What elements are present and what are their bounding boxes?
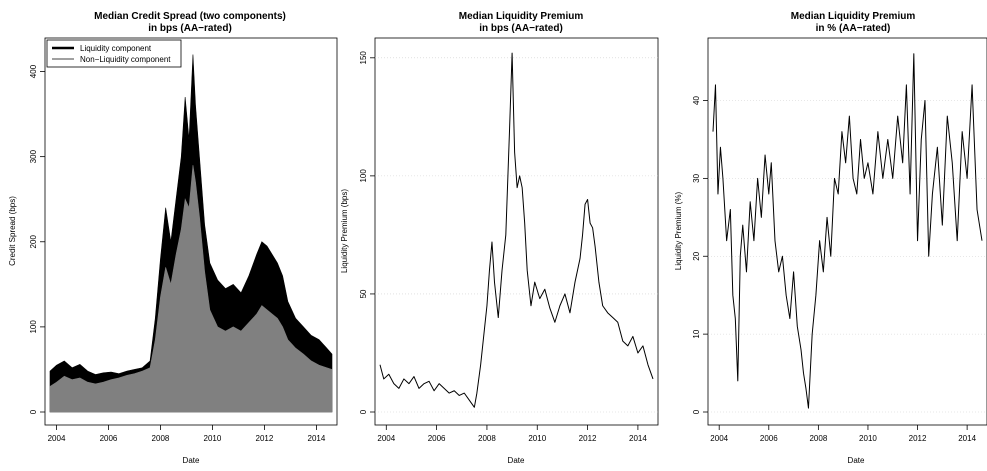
y-tick-label: 0 <box>692 409 701 414</box>
chart-3-x-label: Date <box>848 456 865 465</box>
x-tick-label: 2014 <box>958 434 976 443</box>
panel-credit-spread: Median Credit Spread (two components) in… <box>8 11 338 465</box>
area-non-liquidity-component <box>49 165 333 413</box>
chart-3-grid <box>708 100 987 413</box>
chart-2-y-axis: 0 50 100 150 <box>359 51 375 414</box>
series-line <box>379 52 654 408</box>
chart-2-lines <box>379 52 654 408</box>
x-tick-label: 2014 <box>308 434 326 443</box>
chart-3-y-axis: 0 10 20 30 40 <box>692 96 708 414</box>
y-tick-label: 100 <box>359 169 368 183</box>
y-tick-label: 0 <box>29 409 38 414</box>
x-tick-label: 2004 <box>48 434 66 443</box>
panel-liquidity-premium-bps: Median Liquidity Premium in bps (AA−rate… <box>340 11 659 465</box>
y-tick-label: 150 <box>359 51 368 65</box>
x-tick-label: 2010 <box>859 434 877 443</box>
chart-3-y-label: Liquidity Premium (%) <box>674 192 683 271</box>
y-tick-label: 40 <box>692 96 701 105</box>
x-tick-label: 2012 <box>256 434 274 443</box>
chart-1-y-label: Credit Spread (bps) <box>8 196 17 266</box>
x-tick-label: 2010 <box>204 434 222 443</box>
chart-2-title: Median Liquidity Premium <box>459 11 584 22</box>
chart-2-grid <box>375 57 658 413</box>
chart-1-areas <box>49 54 333 413</box>
y-tick-label: 50 <box>359 289 368 298</box>
x-tick-label: 2004 <box>377 434 395 443</box>
x-tick-label: 2012 <box>909 434 927 443</box>
chart-2-plot-frame <box>374 37 659 426</box>
x-tick-label: 2006 <box>100 434 118 443</box>
legend-label-non-liquidity: Non−Liquidity component <box>80 55 171 64</box>
x-tick-label: 2008 <box>478 434 496 443</box>
y-tick-label: 200 <box>29 235 38 249</box>
x-tick-label: 2012 <box>579 434 597 443</box>
y-tick-label: 10 <box>692 329 701 338</box>
x-tick-label: 2008 <box>809 434 827 443</box>
legend-box <box>46 39 182 68</box>
x-tick-label: 2004 <box>710 434 728 443</box>
chart-1-x-label: Date <box>183 456 200 465</box>
legend-label-liquidity: Liquidity component <box>80 44 152 53</box>
x-tick-label: 2014 <box>629 434 647 443</box>
y-tick-label: 300 <box>29 149 38 163</box>
y-tick-label: 0 <box>359 409 368 414</box>
chart-2-subtitle: in bps (AA−rated) <box>479 23 563 34</box>
x-tick-label: 2006 <box>760 434 778 443</box>
chart-1-y-axis: 0 100 200 300 400 <box>29 64 45 414</box>
panel-liquidity-premium-pct: Median Liquidity Premium in % (AA−rated)… <box>674 11 987 465</box>
chart-3-plot-frame <box>707 37 987 426</box>
chart-1-title: Median Credit Spread (two components) <box>94 11 286 22</box>
chart-3-title: Median Liquidity Premium <box>791 11 916 22</box>
x-tick-label: 2010 <box>528 434 546 443</box>
chart-1-subtitle: in bps (AA−rated) <box>148 23 232 34</box>
y-tick-label: 20 <box>692 251 701 260</box>
chart-3-subtitle: in % (AA−rated) <box>816 23 891 34</box>
chart-2-y-label: Liquidity Premium (bps) <box>340 189 349 273</box>
chart-2-x-label: Date <box>508 456 525 465</box>
x-tick-label: 2006 <box>428 434 446 443</box>
chart-3-x-axis: 2004 2006 2008 2010 2012 2014 <box>710 425 977 443</box>
y-tick-label: 100 <box>29 320 38 334</box>
y-tick-label: 400 <box>29 64 38 78</box>
series-line <box>712 53 983 409</box>
x-tick-label: 2008 <box>152 434 170 443</box>
chart-1-legend: Liquidity component Non−Liquidity compon… <box>46 39 182 68</box>
chart-2-x-axis: 2004 2006 2008 2010 2012 2014 <box>377 425 647 443</box>
chart-1-x-axis: 2004 2006 2008 2010 2012 2014 <box>48 425 326 443</box>
y-tick-label: 30 <box>692 173 701 182</box>
chart-1-plot-frame <box>44 37 338 426</box>
chart-3-lines <box>712 53 983 409</box>
